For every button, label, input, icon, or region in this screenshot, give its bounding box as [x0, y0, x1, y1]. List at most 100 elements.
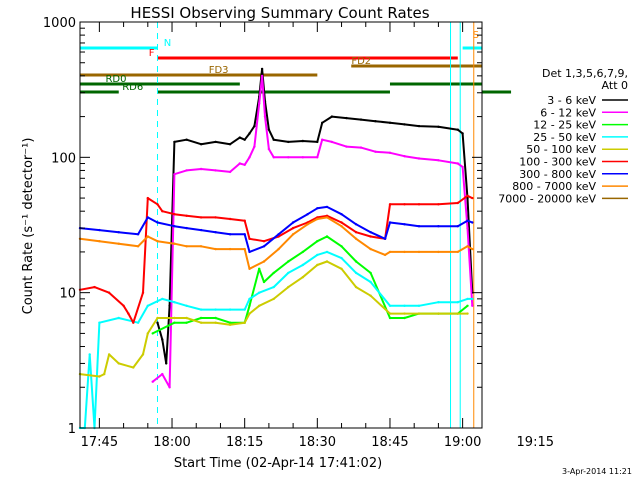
y-tick-label: 1000 — [43, 16, 76, 31]
data-point — [156, 221, 159, 224]
legend-entry: 100 - 300 keV — [519, 156, 596, 169]
data-point — [417, 203, 421, 206]
data-point — [417, 124, 421, 128]
data-point — [354, 260, 358, 263]
data-point — [359, 118, 363, 121]
data-point — [471, 247, 474, 251]
data-point — [98, 240, 101, 243]
data-point — [306, 213, 309, 216]
data-point — [199, 316, 203, 320]
data-point — [258, 267, 261, 270]
legend-entry: 7000 - 20000 keV — [498, 192, 596, 205]
data-point — [199, 245, 203, 248]
data-point — [98, 321, 101, 324]
data-point — [301, 139, 304, 143]
data-point — [325, 235, 329, 238]
data-point — [146, 304, 149, 307]
data-point — [107, 353, 111, 356]
data-point — [238, 162, 241, 165]
data-point — [262, 245, 266, 248]
data-point — [325, 260, 329, 263]
data-point — [156, 321, 159, 324]
data-point — [383, 253, 387, 257]
data-point — [122, 304, 125, 307]
data-point — [136, 233, 140, 236]
data-point — [466, 245, 469, 248]
y-axis-label: Count Rate (s⁻¹ detector⁻¹) — [21, 138, 36, 315]
data-point — [185, 169, 188, 172]
data-point — [243, 233, 246, 236]
data-point — [248, 304, 251, 307]
data-point — [330, 140, 334, 144]
y-tick-label: 100 — [51, 151, 76, 166]
data-point — [272, 271, 275, 275]
data-point — [437, 203, 440, 206]
x-tick-label: 18:00 — [153, 435, 190, 450]
data-point — [199, 308, 203, 311]
data-point — [258, 291, 261, 294]
data-point — [117, 231, 120, 234]
data-point — [369, 271, 372, 275]
data-point — [383, 237, 387, 240]
data-point — [417, 312, 421, 315]
data-point — [228, 143, 232, 146]
legend-entry: 3 - 6 keV — [547, 94, 596, 107]
data-point — [340, 213, 343, 216]
data-point — [173, 173, 176, 176]
data-point — [248, 250, 251, 254]
data-point — [388, 121, 392, 125]
data-point — [267, 128, 271, 131]
data-point — [185, 138, 188, 141]
data-point — [321, 121, 324, 125]
data-point — [248, 267, 251, 270]
data-point — [185, 214, 188, 217]
data-point — [461, 165, 464, 169]
data-point — [260, 74, 264, 78]
data-point — [456, 201, 459, 205]
data-point — [437, 159, 440, 162]
data-point — [173, 321, 176, 324]
data-point — [316, 140, 319, 144]
data-point — [316, 253, 319, 257]
data-point — [156, 316, 159, 320]
data-point — [117, 242, 120, 245]
data-point — [345, 116, 348, 120]
data-point — [199, 167, 203, 171]
data-point — [466, 194, 469, 197]
data-point — [456, 250, 459, 254]
data-point — [354, 237, 358, 240]
mode-bar-label: RD0 — [105, 74, 126, 85]
data-point — [301, 156, 304, 159]
data-point — [359, 146, 363, 149]
data-point — [417, 225, 421, 228]
data-point — [340, 225, 343, 228]
series-line — [152, 235, 469, 335]
data-point — [471, 304, 474, 307]
data-point — [417, 250, 421, 254]
legend-entry: 6 - 12 keV — [540, 106, 596, 119]
data-point — [277, 247, 280, 251]
data-point — [287, 156, 290, 159]
data-point — [456, 162, 459, 165]
x-tick-label: 17:45 — [81, 435, 118, 450]
data-point — [330, 115, 334, 118]
series-line — [79, 194, 473, 324]
data-point — [403, 316, 406, 320]
data-point — [437, 312, 440, 315]
data-point — [466, 297, 469, 301]
data-point — [456, 312, 459, 315]
data-point — [243, 308, 246, 311]
data-point — [151, 380, 154, 383]
data-point — [141, 291, 145, 294]
data-point — [161, 210, 164, 213]
data-point — [165, 362, 168, 365]
data-point — [214, 216, 217, 219]
mode-bar-label: FD3 — [209, 65, 229, 76]
data-point — [117, 362, 120, 365]
data-point — [437, 250, 440, 254]
data-point — [340, 256, 343, 260]
series-line — [156, 67, 474, 365]
data-point — [437, 225, 440, 228]
y-tick-label: 10 — [59, 287, 76, 302]
